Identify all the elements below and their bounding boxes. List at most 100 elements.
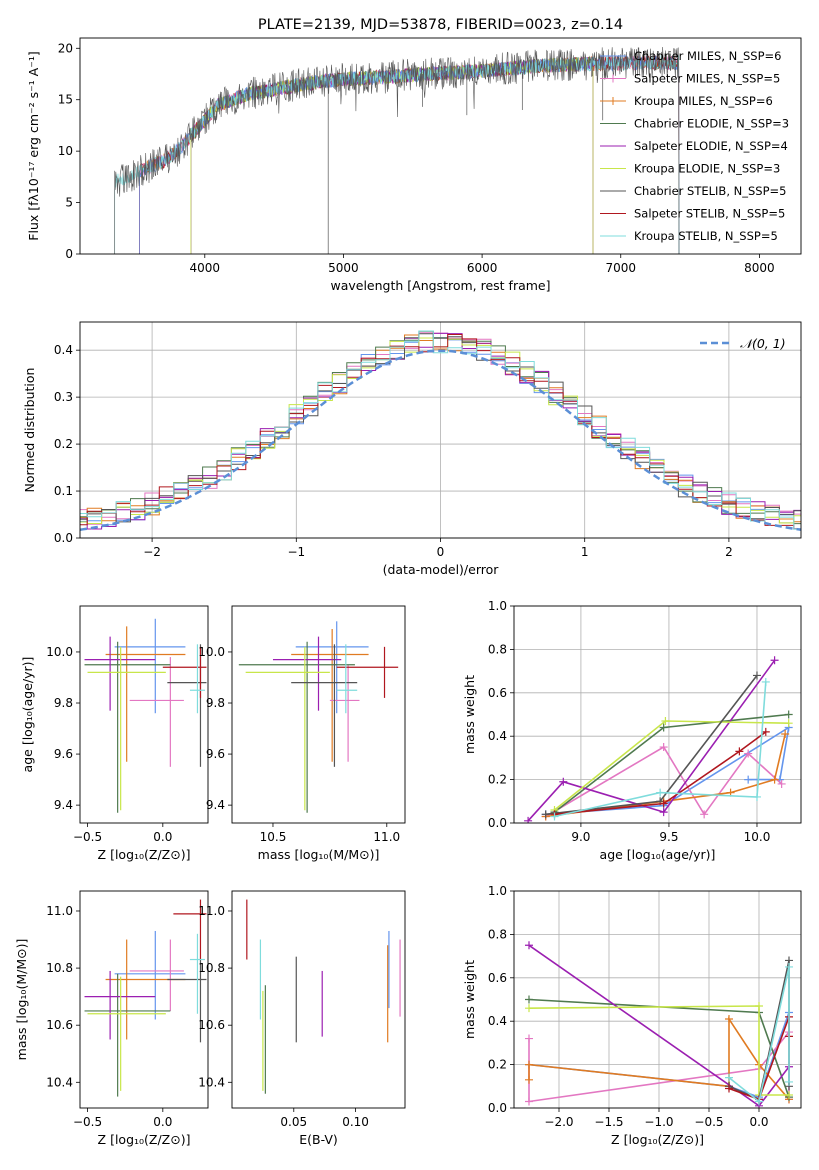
y-tick-label: 9.4 <box>54 798 73 812</box>
series-marker-salpeter_elodie <box>559 777 568 786</box>
x-axis-label: (data-model)/error <box>383 562 500 577</box>
series-marker-kroupa_stelib <box>656 788 665 797</box>
legend-label-salpeter_stelib: Salpeter STELIB, N_SSP=5 <box>634 207 785 221</box>
x-tick-label: 0.10 <box>342 1115 369 1129</box>
spectrum-line-salpeter_miles <box>139 55 680 254</box>
y-tick-label: 10.4 <box>198 1075 225 1089</box>
y-tick-label: 0.0 <box>54 531 73 545</box>
series-marker-kroupa_elodie <box>755 1002 763 1011</box>
x-tick-label: 10.5 <box>260 830 287 844</box>
frame-weight_vs_age <box>513 605 802 824</box>
series-marker-kroupa_miles <box>525 1075 533 1084</box>
line-plot-weight_vs_Z <box>525 941 793 1108</box>
spectrum-plot <box>114 46 680 254</box>
residual-legend: 𝒩(0, 1) <box>700 336 786 351</box>
x-tick-label: −0.5 <box>694 1115 723 1129</box>
series-marker-kroupa_stelib <box>785 1077 793 1086</box>
legend-label-kroupa_elodie: Kroupa ELODIE, N_SSP=3 <box>634 162 780 176</box>
axes-weight_vs_age: 9.0 9.5 10.0 0.0 0.2 0.4 0.6 0.8 1.0 age [log₁₀(a… <box>462 599 801 862</box>
residual-plot <box>80 330 801 532</box>
spectrum-line-kroupa_miles <box>139 55 680 254</box>
series-marker-kroupa_elodie <box>525 1004 533 1013</box>
y-tick-label: 9.4 <box>206 798 225 812</box>
series-marker-kroupa_miles <box>525 1060 533 1069</box>
axes-residuals: −2 −1 0 1 2 0.0 0.1 0.2 0.3 0.4 (data-model)/error… <box>22 322 801 577</box>
y-tick-label: 0.8 <box>488 642 507 656</box>
x-tick-label: 0.05 <box>280 1115 307 1129</box>
x-tick-label: −1.5 <box>594 1115 623 1129</box>
legend-label-kroupa_stelib: Kroupa STELIB, N_SSP=5 <box>634 229 778 243</box>
residual-frame <box>79 321 802 539</box>
y-axis-label: Flux [fλ10⁻¹⁷ erg cm⁻² s⁻¹ A⁻¹] <box>26 51 41 240</box>
chart-title: PLATE=2139, MJD=53878, FIBERID=0023, z=0… <box>258 17 623 33</box>
y-tick-label: 0.6 <box>488 686 507 700</box>
series-marker-kroupa_miles <box>781 730 790 739</box>
series-marker-kroupa_stelib <box>755 1097 763 1106</box>
x-tick-label: 9.0 <box>571 830 590 844</box>
y-tick-label: 9.6 <box>54 747 73 761</box>
y-tick-label: 0.4 <box>54 343 73 357</box>
axes-mass_vs_Z: −0.5 0.0 10.4 10.6 10.8 11.0 Z [log₁₀(Z/Z⊙)] ma… <box>14 904 190 1147</box>
y-tick-label: 0.6 <box>488 971 507 985</box>
x-tick-label: 5000 <box>328 261 359 275</box>
frame-age_vs_mass <box>231 605 406 824</box>
y-tick-label: 15 <box>58 93 73 107</box>
legend-label-kroupa_miles: Kroupa MILES, N_SSP=6 <box>634 94 773 108</box>
spectrum-line-chabrier_stelib <box>114 46 680 254</box>
y-tick-label: 0 <box>65 247 73 261</box>
series-marker-chabrier_elodie <box>659 723 668 732</box>
x-tick-label: 0.0 <box>153 830 172 844</box>
x-tick-label: −1 <box>287 545 305 559</box>
series-marker-salpeter_elodie <box>770 656 779 665</box>
series-marker-salpeter_miles <box>744 749 753 758</box>
x-tick-label: −0.5 <box>73 1115 102 1129</box>
y-tick-label: 0.0 <box>488 816 507 830</box>
y-tick-label: 0.2 <box>488 773 507 787</box>
x-tick-label: 7000 <box>605 261 636 275</box>
x-axis-label: age [log₁₀(age/yr)] <box>600 847 716 862</box>
y-tick-label: 10.0 <box>46 645 73 659</box>
frame-age_vs_Z <box>79 605 209 824</box>
series-marker-kroupa_stelib <box>550 812 559 821</box>
series-marker-chabrier_miles <box>744 775 753 784</box>
y-tick-label: 11.0 <box>46 904 73 918</box>
y-tick-label: 0.2 <box>54 437 73 451</box>
y-tick-label: 10.6 <box>198 1018 225 1032</box>
y-tick-label: 9.8 <box>206 696 225 710</box>
series-marker-kroupa_elodie <box>661 717 670 726</box>
y-tick-label: 10 <box>58 144 73 158</box>
series-marker-kroupa_miles <box>770 775 779 784</box>
x-tick-label: 6000 <box>467 261 498 275</box>
x-tick-label: −1.0 <box>644 1115 673 1129</box>
y-tick-label: 5 <box>65 196 73 210</box>
series-marker-kroupa_stelib <box>725 1073 733 1082</box>
axes-weight_vs_Z: −2.0 −1.5 −1.0 −0.5 0.0 0.0 0.2 0.4 0.6 0.8 1.0 Z [… <box>462 884 801 1147</box>
axes-mass_vs_ebv: 0.05 0.10 10.4 10.6 10.8 11.0 E(B-V) <box>198 904 369 1147</box>
x-axis-label: Z [log₁₀(Z/Z⊙)] <box>98 1132 191 1147</box>
y-axis-label: age [log₁₀(age/yr)] <box>20 657 35 773</box>
series-line-kroupa_elodie <box>528 1005 789 1096</box>
y-tick-label: 10.0 <box>198 645 225 659</box>
x-tick-label: −2 <box>143 545 161 559</box>
y-tick-label: 0.0 <box>488 1101 507 1115</box>
y-tick-label: 0.4 <box>488 1014 507 1028</box>
frame-weight_vs_Z <box>513 890 802 1109</box>
legend-label-chabrier_elodie: Chabrier ELODIE, N_SSP=3 <box>634 117 789 131</box>
series-marker-kroupa_elodie <box>784 719 793 728</box>
x-axis-label: mass [log₁₀(M/M⊙)] <box>258 847 380 862</box>
frame-mass_vs_ebv <box>231 890 406 1109</box>
series-line-kroupa_stelib <box>728 966 790 1103</box>
series-marker-salpeter_elodie <box>659 808 668 817</box>
normal-reference-curve <box>80 349 801 532</box>
errorbar-plot-mass_vs_Z <box>84 899 207 1097</box>
x-tick-label: 8000 <box>744 261 775 275</box>
series-marker-salpeter_miles <box>777 779 786 788</box>
series-line-salpeter_stelib <box>554 731 767 816</box>
legend-label-chabrier_miles: Chabrier MILES, N_SSP=6 <box>634 49 781 63</box>
x-tick-label: 0 <box>437 545 445 559</box>
y-tick-label: 1.0 <box>488 884 507 898</box>
y-tick-label: 1.0 <box>488 599 507 613</box>
x-tick-label: 0.0 <box>749 1115 768 1129</box>
legend-label-normal: 𝒩(0, 1) <box>740 336 786 351</box>
